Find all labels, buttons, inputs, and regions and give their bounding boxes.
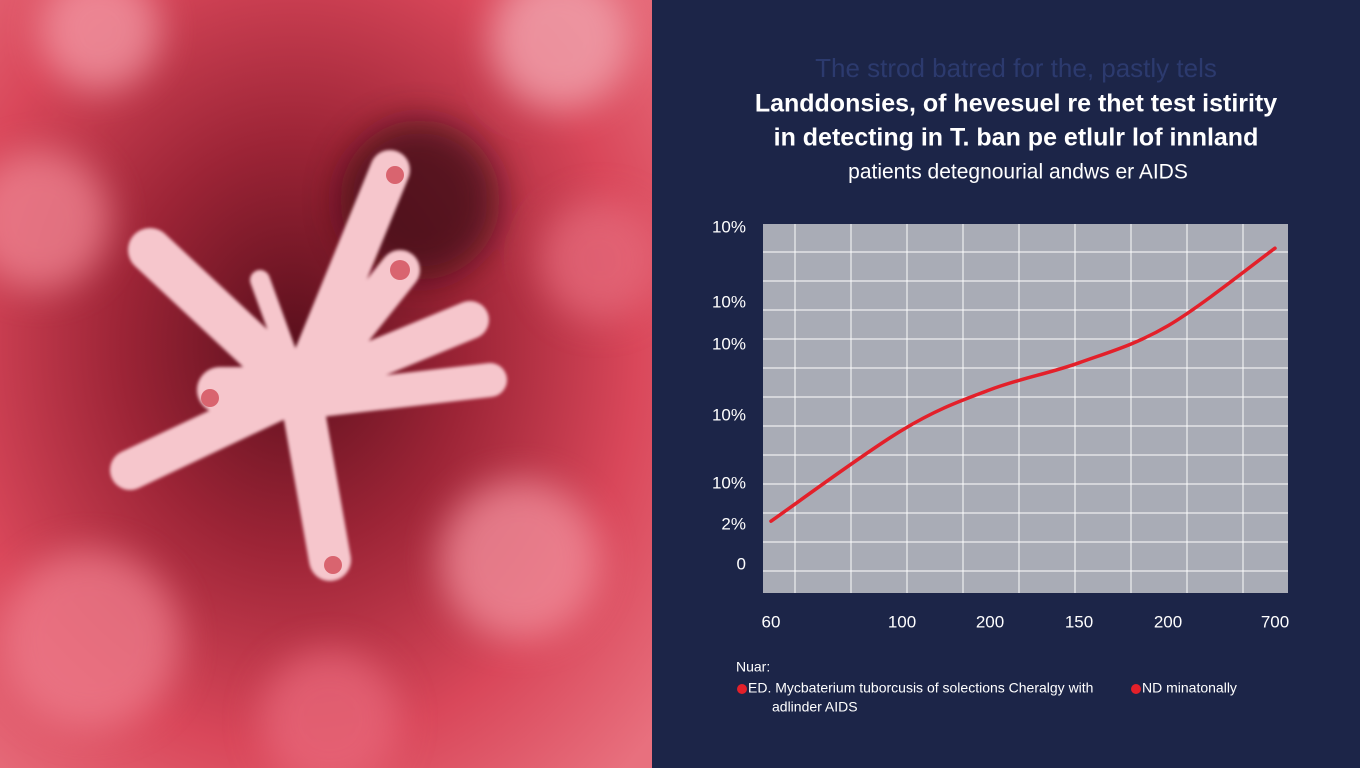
- data-line: [769, 246, 1277, 523]
- x-tick-label: 200: [976, 612, 1004, 631]
- y-tick-label: 10%: [712, 217, 746, 236]
- legend-label: ED. Mycbaterium tuborcusis of solections…: [748, 680, 1093, 696]
- y-tick-label: 0: [737, 554, 746, 573]
- y-tick-label: 10%: [712, 292, 746, 311]
- y-tick-label: 10%: [712, 405, 746, 424]
- legend-dot: [1131, 684, 1141, 694]
- legend-label: adlinder AIDS: [772, 699, 858, 715]
- y-tick-label: 2%: [721, 514, 746, 533]
- title: in detecting in T. ban pe etlulr lof inn…: [774, 124, 1259, 152]
- legend-title: Nuar:: [736, 659, 770, 675]
- x-tick-label: 150: [1065, 612, 1093, 631]
- subtitle: patients detegnourial andws er AIDS: [848, 161, 1188, 184]
- x-tick-label: 100: [888, 612, 916, 631]
- y-tick-label: 10%: [712, 334, 746, 353]
- x-tick-label: 700: [1261, 612, 1289, 631]
- microscope-image: [0, 0, 652, 768]
- title: Landdonsies, of hevesuel re thet test is…: [755, 90, 1277, 118]
- plot-area: [763, 224, 1288, 593]
- x-tick-label: 60: [762, 612, 781, 631]
- y-tick-label: 10%: [712, 473, 746, 492]
- legend-label: ND minatonally: [1142, 680, 1237, 696]
- kicker: The strod batred for the, pastly tels: [815, 53, 1217, 83]
- x-tick-label: 200: [1154, 612, 1182, 631]
- legend-dot: [737, 684, 747, 694]
